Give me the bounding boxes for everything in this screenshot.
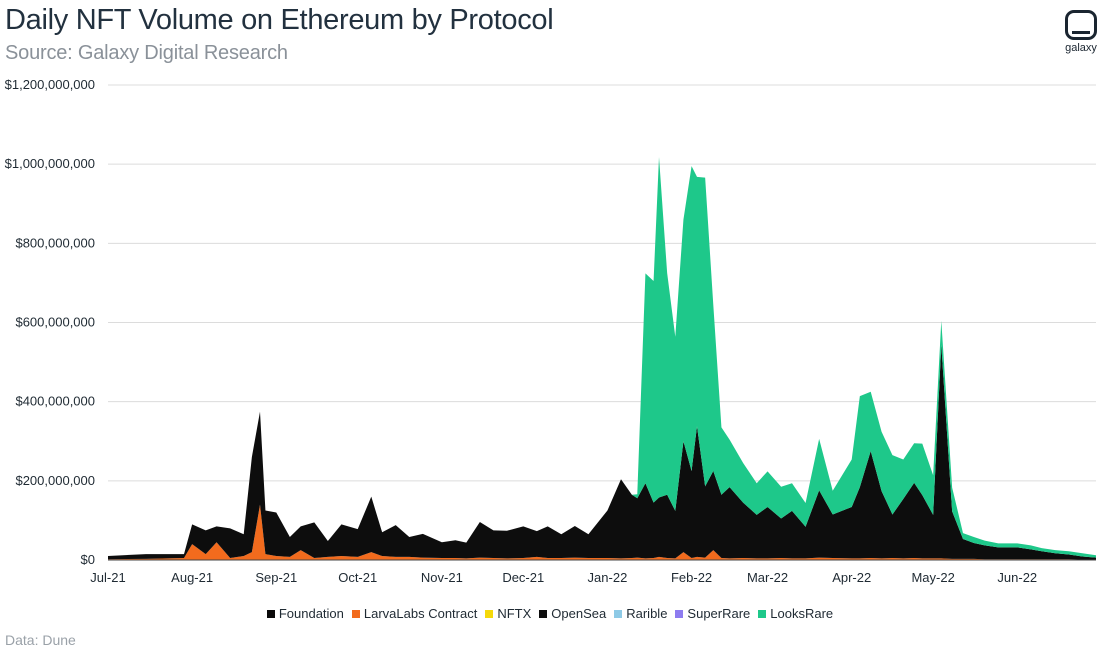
data-source-note: Data: Dune (5, 632, 76, 648)
legend-swatch (485, 610, 494, 618)
legend-swatch (539, 610, 548, 618)
x-tick-label: Dec-21 (502, 570, 544, 585)
area-series-opensea (108, 344, 1096, 560)
y-tick-label: $800,000,000 (15, 235, 95, 250)
y-tick-label: $400,000,000 (15, 394, 95, 409)
chart-subtitle: Source: Galaxy Digital Research (5, 42, 288, 64)
x-tick-label: Mar-22 (747, 570, 788, 585)
y-tick-label: $200,000,000 (15, 473, 95, 488)
legend-label: SuperRare (687, 606, 751, 621)
x-tick-label: Aug-21 (171, 570, 213, 585)
chart-legend: Foundation LarvaLabs Contract NFTX OpenSea R… (0, 606, 1100, 621)
legend-label: NFTX (497, 606, 532, 621)
legend-item: Foundation (266, 606, 344, 621)
x-tick-label: Jul-21 (90, 570, 125, 585)
legend-label: Foundation (278, 606, 344, 621)
y-tick-label: $600,000,000 (15, 315, 95, 330)
x-tick-label: May-22 (911, 570, 954, 585)
legend-swatch (266, 610, 275, 618)
x-tick-label: Jun-22 (997, 570, 1037, 585)
galaxy-logo-icon (1065, 10, 1097, 40)
x-tick-label: Apr-22 (832, 570, 871, 585)
legend-item: NFTX (485, 606, 531, 621)
legend-label: Rarible (626, 606, 668, 621)
legend-item: SuperRare (675, 606, 750, 621)
legend-label: LarvaLabs Contract (363, 606, 478, 621)
legend-item: LooksRare (758, 606, 833, 621)
y-tick-label: $1,200,000,000 (5, 77, 95, 92)
x-tick-label: Feb-22 (671, 570, 712, 585)
x-tick-label: Jan-22 (588, 570, 628, 585)
x-tick-label: Sep-21 (255, 570, 297, 585)
legend-swatch (758, 610, 767, 618)
y-tick-label: $1,000,000,000 (5, 156, 95, 171)
legend-label: OpenSea (551, 606, 607, 621)
brand-logo: galaxy (1060, 10, 1100, 54)
legend-label: LooksRare (770, 606, 834, 621)
chart-title: Daily NFT Volume on Ethereum by Protocol (5, 4, 554, 36)
x-tick-label: Nov-21 (421, 570, 463, 585)
y-tick-label: $0 (81, 552, 95, 567)
legend-swatch (351, 610, 360, 618)
legend-swatch (675, 610, 684, 618)
legend-item: LarvaLabs Contract (351, 606, 478, 621)
logo-text: galaxy (1065, 42, 1097, 54)
stacked-area-chart: $0 $200,000,000 $400,000,000 $600,000,000 $8… (5, 77, 1096, 585)
legend-swatch (614, 610, 623, 618)
legend-item: OpenSea (539, 606, 606, 621)
x-tick-label: Oct-21 (338, 570, 377, 585)
area-series-larvalabs-contract (108, 504, 1096, 560)
legend-item: Rarible (614, 606, 667, 621)
